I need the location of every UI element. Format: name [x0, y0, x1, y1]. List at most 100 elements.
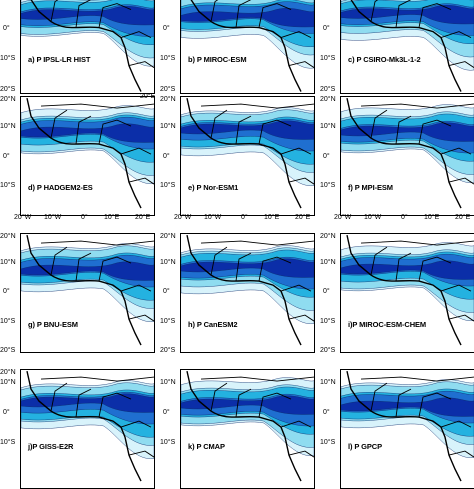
lat-tick: 10°S [0, 182, 16, 189]
country-border [395, 388, 412, 418]
precip-map-i [341, 234, 474, 346]
panel-label-i: i)P MIROC-ESM-CHEM [348, 320, 427, 329]
coastline [186, 234, 302, 346]
country-border [448, 450, 474, 458]
country-border [98, 3, 132, 28]
precip-map-d [21, 97, 154, 209]
country-border [440, 284, 472, 292]
lon-tick: 10°W [364, 214, 382, 221]
lat-tick: 20°N [0, 96, 16, 103]
lat-tick: 10°S [320, 55, 336, 62]
country-border [418, 256, 452, 282]
country-border [440, 147, 472, 155]
lat-tick: 20°S [0, 347, 16, 354]
coastline [26, 370, 142, 482]
country-border [235, 115, 252, 145]
lon-tick: 20°E [295, 214, 311, 221]
map-panel-f: f) P MPI-ESM [340, 96, 474, 216]
map-panel-b: b) P MIROC-ESM [180, 0, 315, 94]
map-panel-c: c) P CSIRO-Mk3L-1-2 [340, 0, 474, 94]
lat-tick: 10°S [160, 182, 176, 189]
lat-tick: 0° [323, 409, 330, 416]
country-border [75, 0, 92, 28]
country-border [288, 450, 314, 458]
coastline [346, 234, 462, 346]
lon-tick: 20°E [135, 214, 151, 221]
lat-tick: 0° [163, 288, 170, 295]
lat-tick: 0° [3, 153, 10, 160]
panel-label-j: j)P GISS-E2R [28, 442, 74, 451]
lat-tick: 10°S [160, 439, 176, 446]
panel-label-e: e) P Nor-ESM1 [188, 183, 239, 192]
country-border [75, 388, 92, 418]
lat-tick: 10°S [320, 182, 336, 189]
country-border [370, 246, 388, 276]
country-border [280, 31, 312, 39]
coastline [346, 370, 462, 482]
coastline [26, 234, 142, 346]
country-border [128, 177, 154, 185]
lat-tick: 0° [323, 288, 330, 295]
lat-tick: 10°N [0, 123, 16, 130]
coastline [26, 97, 142, 209]
precip-map-f [341, 97, 474, 209]
precip-contour-band [341, 397, 474, 417]
precip-map-g [21, 234, 154, 346]
country-border [210, 0, 219, 22]
country-border [210, 382, 228, 412]
country-border [418, 392, 452, 418]
lat-tick: 20°N [320, 96, 336, 103]
map-panel-j: j)P GISS-E2R [20, 369, 155, 489]
country-border [50, 246, 68, 276]
country-border [258, 256, 292, 282]
precip-map-h [181, 234, 314, 346]
country-border [258, 119, 292, 145]
lat-tick: 10°N [0, 379, 16, 386]
precip-map-b [181, 0, 314, 92]
country-border [360, 240, 474, 246]
coastline [190, 0, 302, 92]
country-border [258, 392, 292, 418]
country-border [288, 61, 314, 68]
panel-label-c: c) P CSIRO-Mk3L-1-2 [348, 55, 421, 64]
country-border [98, 256, 132, 282]
lat-tick: 10°S [320, 318, 336, 325]
precip-contour-band [21, 393, 154, 413]
panel-label-f: f) P MPI-ESM [348, 183, 393, 192]
country-border [360, 103, 474, 109]
lat-tick: 0° [163, 25, 170, 32]
country-border [75, 115, 92, 145]
country-border [448, 314, 474, 322]
country-border [440, 31, 472, 39]
lon-tick: 0° [241, 214, 248, 221]
country-border [128, 314, 154, 322]
lat-tick: 10°S [160, 318, 176, 325]
lon-tick: 20°W [174, 214, 192, 221]
country-border [280, 284, 312, 292]
precip-map-c [341, 0, 474, 92]
country-border [448, 61, 474, 68]
lat-tick: 0° [323, 25, 330, 32]
lat-tick: 0° [3, 288, 10, 295]
panel-label-g: g) P BNU-ESM [28, 320, 78, 329]
precip-contour-band [181, 258, 314, 278]
lon-tick: 10°E [104, 214, 120, 221]
map-panel-i: i)P MIROC-ESM-CHEM [340, 233, 474, 353]
country-border [128, 61, 154, 68]
country-border [40, 240, 154, 246]
country-border [210, 246, 228, 276]
map-panel-g: g) P BNU-ESM [20, 233, 155, 353]
precip-contour-band [21, 261, 154, 281]
country-border [200, 103, 314, 109]
lon-tick: 10°E [424, 214, 440, 221]
country-border [50, 0, 59, 22]
map-panel-k: k) P CMAP [180, 369, 315, 489]
lat-tick: 20°N [0, 233, 16, 240]
country-border [395, 0, 412, 28]
country-border [418, 119, 452, 145]
lat-tick: 10°N [160, 259, 176, 266]
precip-map-e [181, 97, 314, 209]
lat-tick: 10°S [320, 439, 336, 446]
precip-map-k [181, 370, 314, 482]
panel-label-h: h) P CanESM2 [188, 320, 238, 329]
